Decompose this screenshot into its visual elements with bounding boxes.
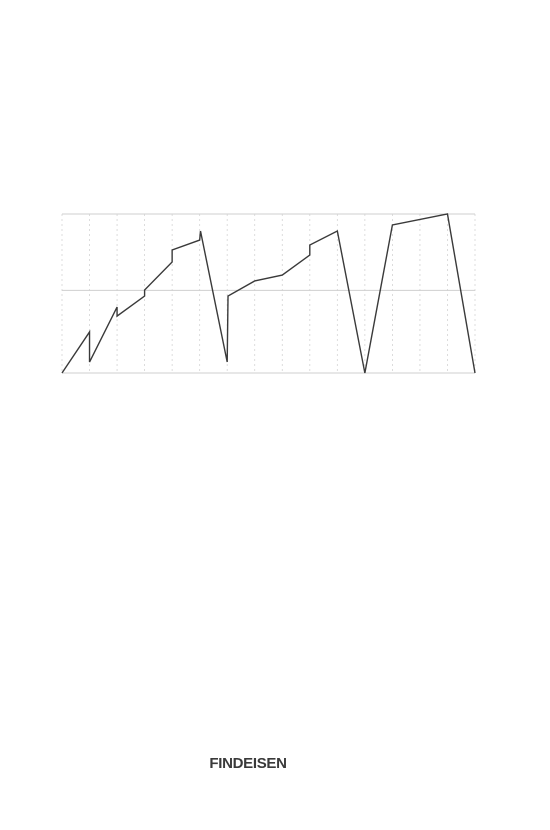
- line: [61, 213, 476, 374]
- author-name: FINDEISEN: [209, 755, 286, 772]
